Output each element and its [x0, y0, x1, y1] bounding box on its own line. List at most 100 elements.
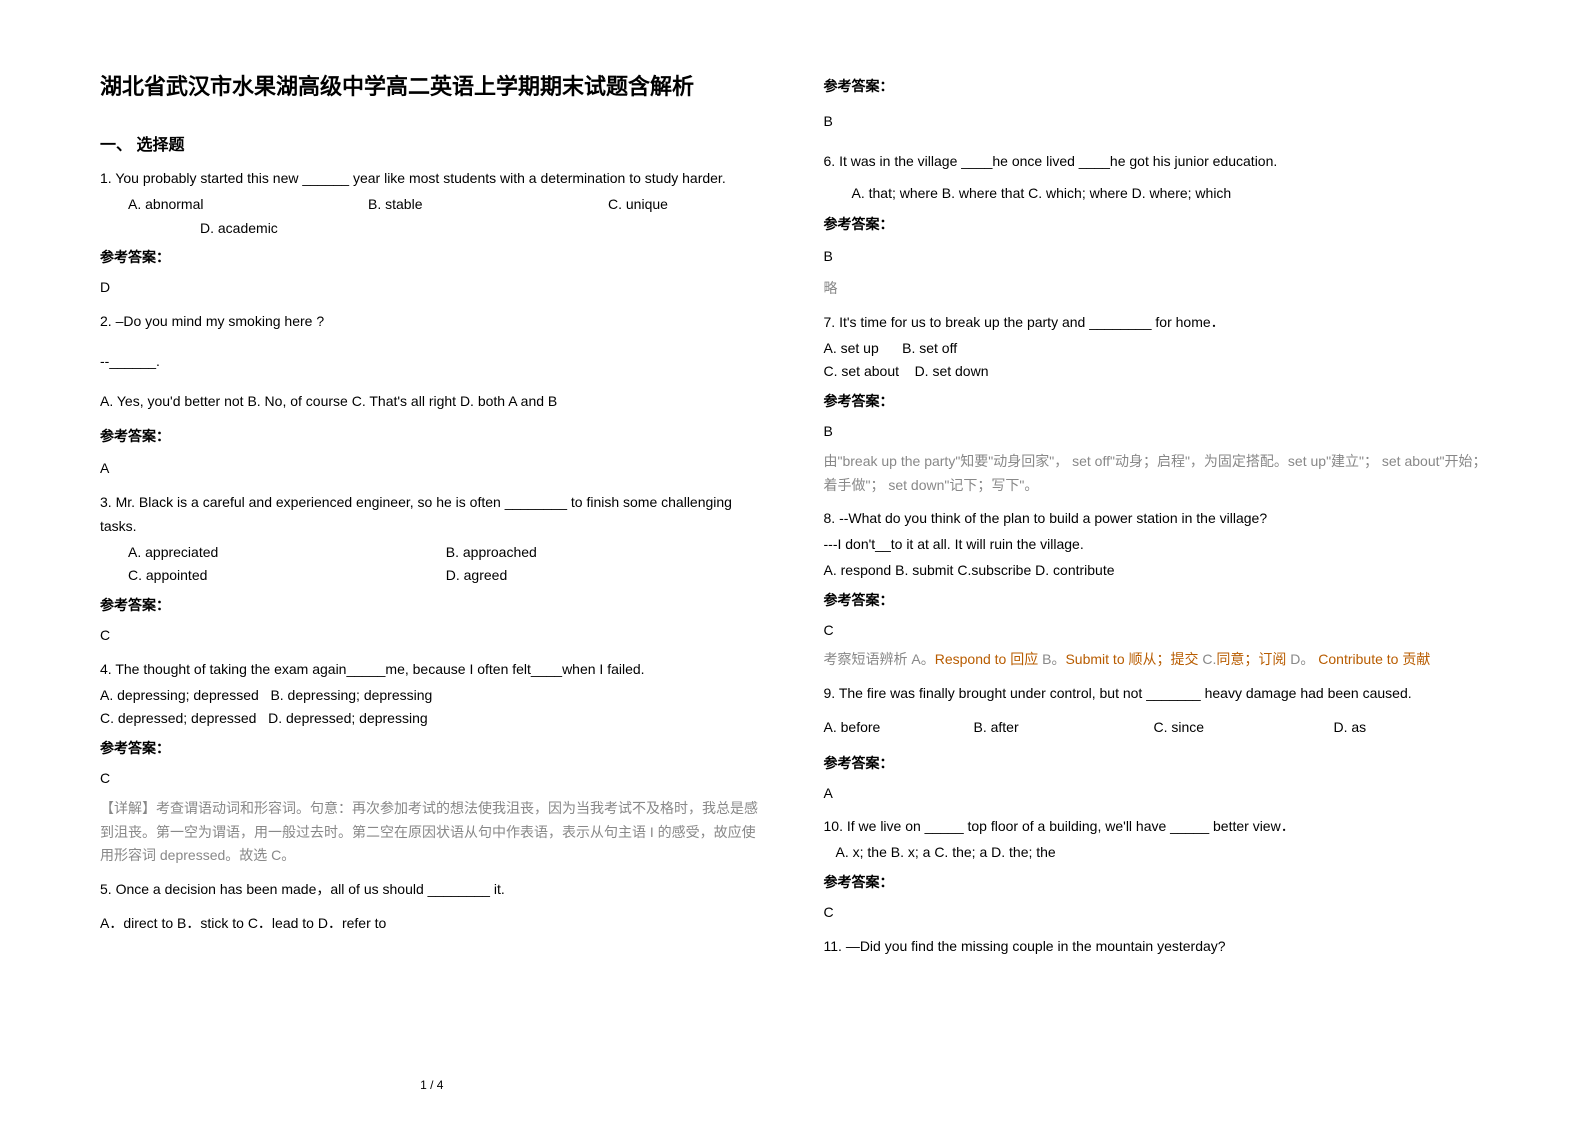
left-column: 湖北省武汉市水果湖高级中学高二英语上学期期末试题含解析 一、 选择题 1. Yo…	[100, 70, 764, 1092]
options-row2: C. set about D. set down	[824, 360, 1488, 384]
question-number: 5.	[100, 881, 116, 897]
question-number: 3.	[100, 494, 116, 510]
question-text: 11. —Did you find the missing couple in …	[824, 935, 1488, 959]
question-11: 11. —Did you find the missing couple in …	[824, 935, 1488, 961]
option-b: B. set off	[902, 340, 957, 356]
exp-f: D。	[1286, 651, 1318, 667]
options-row1: A. set up B. set off	[824, 337, 1488, 361]
document-title: 湖北省武汉市水果湖高级中学高二英语上学期期末试题含解析	[100, 70, 764, 103]
option-b: B. depressing; depressing	[270, 687, 432, 703]
question-stem: The thought of taking the exam again____…	[115, 661, 644, 677]
option-a: A. before	[824, 716, 974, 740]
question-text: 3. Mr. Black is a careful and experience…	[100, 491, 764, 539]
question-stem: –Do you mind my smoking here ?	[116, 313, 325, 329]
question-text: 4. The thought of taking the exam again_…	[100, 658, 764, 682]
question-text-2: --______.	[100, 350, 764, 374]
options: A. respond B. submit C.subscribe D. cont…	[824, 559, 1488, 583]
option-d: D. set down	[915, 363, 989, 379]
option-c: C. depressed; depressed	[100, 710, 256, 726]
question-text: 5. Once a decision has been made，all of …	[100, 878, 764, 902]
options-row2: D. academic	[100, 217, 764, 241]
answer-label: 参考答案：	[824, 213, 1488, 237]
exp-b: B。	[1038, 651, 1065, 667]
option-d: D. academic	[200, 220, 278, 236]
answer: C	[824, 901, 1488, 925]
question-9: 9. The fire was finally brought under co…	[824, 682, 1488, 811]
page-container: 湖北省武汉市水果湖高级中学高二英语上学期期末试题含解析 一、 选择题 1. Yo…	[100, 70, 1487, 1092]
options-row1: A. depressing; depressed B. depressing; …	[100, 684, 764, 708]
section-header: 一、 选择题	[100, 131, 764, 155]
exp-g: Contribute to 贡献	[1318, 651, 1430, 667]
option-b: B. stable	[368, 193, 568, 217]
exp-e: 同意；订阅	[1216, 651, 1286, 667]
answer: C	[100, 624, 764, 648]
answer-label: 参考答案：	[824, 390, 1488, 414]
answer-label: 参考答案：	[100, 594, 764, 618]
answer: B	[824, 245, 1488, 269]
question-text: 7. It's time for us to break up the part…	[824, 311, 1488, 335]
question-number: 4.	[100, 661, 115, 677]
exp-d: C.	[1199, 651, 1217, 667]
question-number: 1.	[100, 170, 115, 186]
options-row2: C. appointed D. agreed	[100, 564, 764, 588]
option-c: C. since	[1154, 716, 1334, 740]
question-number: 9.	[824, 685, 839, 701]
question-stem: The fire was finally brought under contr…	[839, 685, 1412, 701]
question-stem: If we live on _____ top floor of a build…	[847, 818, 1295, 834]
question-10: 10. If we live on _____ top floor of a b…	[824, 815, 1488, 930]
question-stem: Once a decision has been made，all of us …	[116, 881, 505, 897]
options: A. beforeB. afterC. sinceD. as	[824, 716, 1488, 740]
option-a: A. set up	[824, 340, 879, 356]
note: 略	[824, 277, 1488, 301]
question-number: 8.	[824, 510, 840, 526]
answer: C	[100, 767, 764, 791]
answer: B	[824, 110, 1488, 134]
answer-label: 参考答案：	[824, 76, 1488, 96]
question-stem: --What do you think of the plan to build…	[839, 510, 1267, 526]
exp-pre: 考察短语辨析 A。	[824, 651, 935, 667]
exp-a: Respond to 回应	[935, 651, 1039, 667]
right-column: 参考答案： B 6. It was in the village ____he …	[824, 70, 1488, 1092]
answer: B	[824, 420, 1488, 444]
question-6: 6. It was in the village ____he once liv…	[824, 150, 1488, 307]
answer: A	[824, 782, 1488, 806]
question-number: 11.	[824, 938, 846, 954]
page-number: 1 / 4	[100, 1058, 764, 1092]
option-b: B. approached	[446, 541, 764, 565]
option-a: A. abnormal	[128, 193, 328, 217]
answer-label: 参考答案：	[100, 246, 764, 270]
question-4: 4. The thought of taking the exam again_…	[100, 658, 764, 874]
question-text-2: ---I don't__to it at all. It will ruin t…	[824, 533, 1488, 557]
option-a: A. depressing; depressed	[100, 687, 259, 703]
question-number: 7.	[824, 314, 840, 330]
question-7: 7. It's time for us to break up the part…	[824, 311, 1488, 504]
question-number: 10.	[824, 818, 847, 834]
question-stem: —Did you find the missing couple in the …	[846, 938, 1226, 954]
answer-label: 参考答案：	[100, 425, 764, 449]
question-stem: Mr. Black is a careful and experienced e…	[100, 494, 732, 534]
options: A. appreciated B. approached	[100, 541, 764, 565]
question-text: 10. If we live on _____ top floor of a b…	[824, 815, 1488, 839]
explanation: 【详解】考查谓语动词和形容词。句意：再次参加考试的想法使我沮丧，因为当我考试不及…	[100, 797, 764, 868]
option-c: C. set about	[824, 363, 900, 379]
exp-c: Submit to 顺从；提交	[1065, 651, 1198, 667]
answer-label: 参考答案：	[100, 737, 764, 761]
question-8: 8. --What do you think of the plan to bu…	[824, 507, 1488, 678]
question-2: 2. –Do you mind my smoking here ? --____…	[100, 310, 764, 487]
question-stem: It was in the village ____he once lived …	[839, 153, 1277, 169]
options: A. abnormalB. stableC. unique	[100, 193, 764, 217]
question-text: 2. –Do you mind my smoking here ?	[100, 310, 764, 334]
question-text: 6. It was in the village ____he once liv…	[824, 150, 1488, 174]
option-d: D. agreed	[446, 564, 764, 588]
question-text: 1. You probably started this new ______ …	[100, 167, 764, 191]
question-number: 6.	[824, 153, 840, 169]
question-stem: It's time for us to break up the party a…	[839, 314, 1225, 330]
options: A. x; the B. x; a C. the; a D. the; the	[824, 841, 1488, 865]
answer-label: 参考答案：	[824, 871, 1488, 895]
question-number: 2.	[100, 313, 116, 329]
question-1: 1. You probably started this new ______ …	[100, 167, 764, 306]
question-3: 3. Mr. Black is a careful and experience…	[100, 491, 764, 654]
options: A. that; where B. where that C. which; w…	[824, 182, 1488, 206]
question-5: 5. Once a decision has been made，all of …	[100, 878, 764, 936]
answer-label: 参考答案：	[824, 752, 1488, 776]
